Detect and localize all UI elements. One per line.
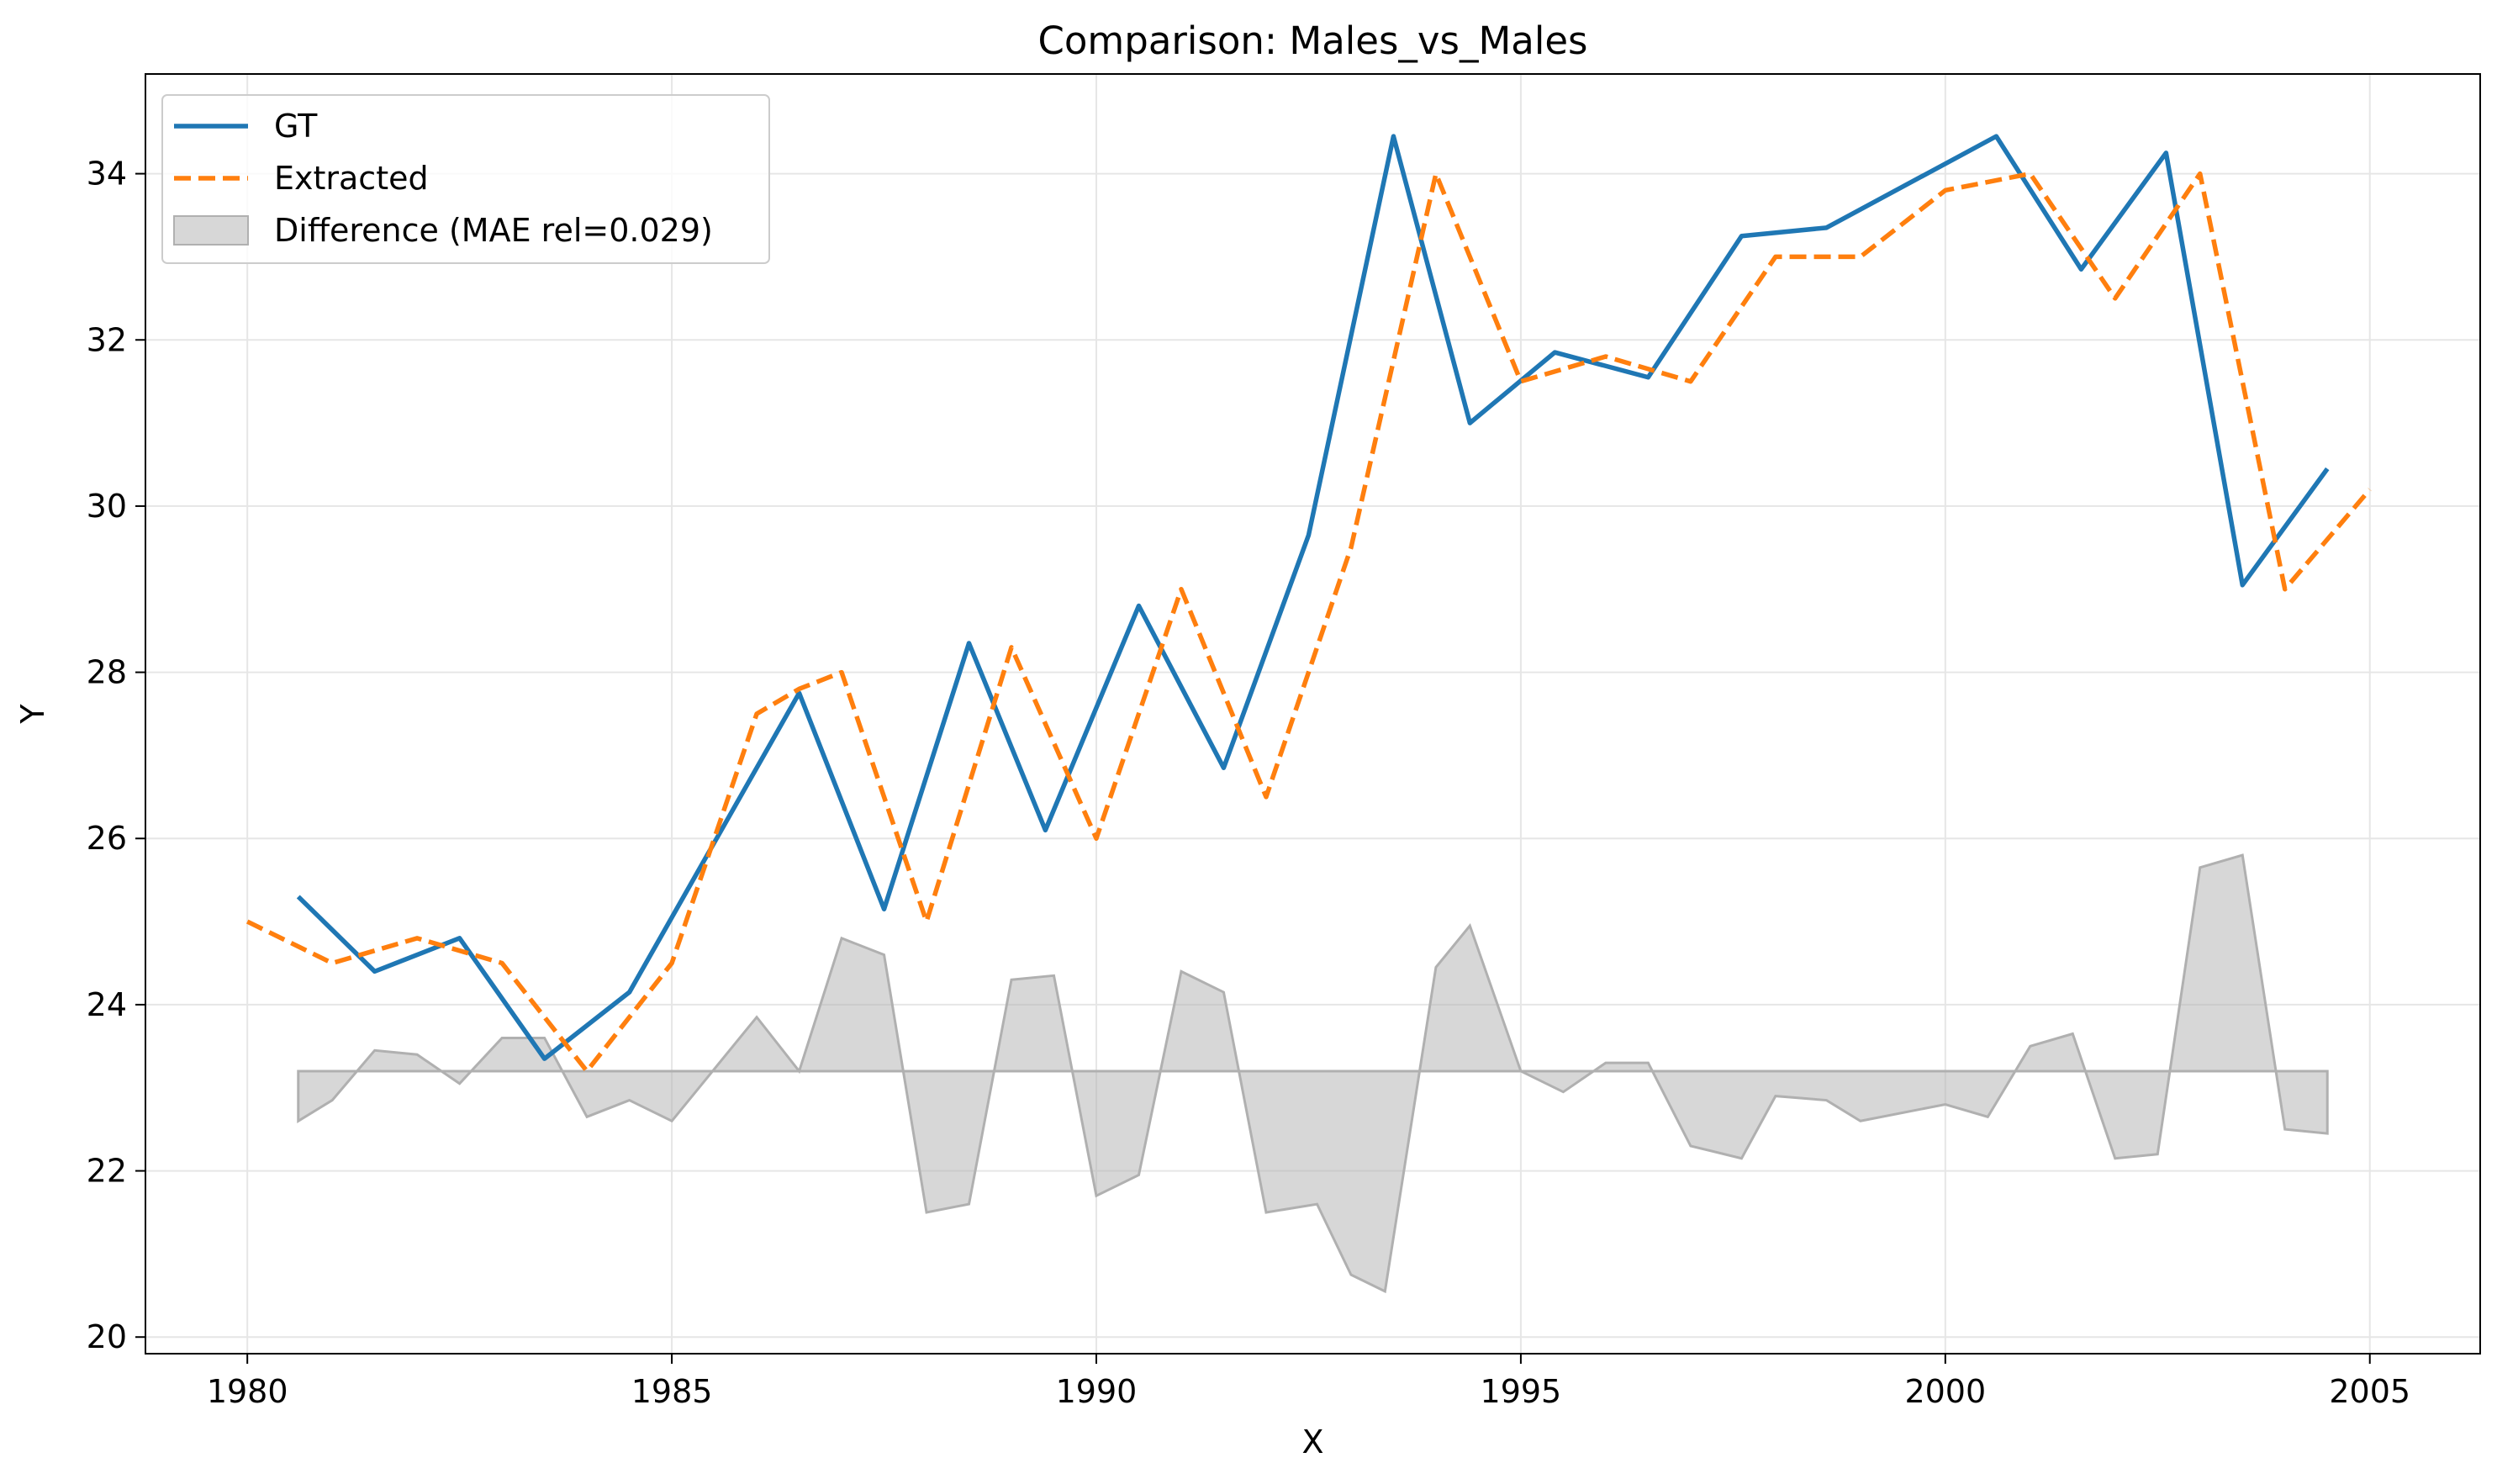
y-tick-label: 30 (87, 488, 127, 525)
legend-label-extracted: Extracted (274, 160, 429, 197)
y-tick-label: 26 (87, 820, 127, 857)
x-tick-label: 1995 (1481, 1373, 1562, 1410)
x-tick-label: 1980 (207, 1373, 288, 1410)
legend-label-difference: Difference (MAE rel=0.029) (274, 212, 713, 249)
legend-label-gt: GT (274, 108, 318, 145)
x-tick-label: 2005 (2329, 1373, 2410, 1410)
plot-frame (145, 73, 2481, 1355)
difference-fill-layer (297, 853, 2329, 1294)
ticks-layer: 1980 1985 1990 1995 2000 2005 20 22 24 26 28 30 32 34 (87, 156, 2410, 1410)
y-tick-label: 20 (87, 1318, 127, 1355)
difference-area (297, 853, 2329, 1294)
legend: GT Extracted Difference (MAE rel=0.029) (161, 94, 770, 264)
chart-title: Comparison: Males_vs_Males (1037, 18, 1587, 63)
y-tick-label: 32 (87, 321, 127, 358)
x-tick-label: 1990 (1056, 1373, 1138, 1410)
y-tick-label: 34 (87, 156, 127, 193)
y-tick-label: 22 (87, 1153, 127, 1190)
x-tick-label: 1985 (631, 1373, 713, 1410)
x-tick-label: 2000 (1904, 1373, 1986, 1410)
x-axis-label: X (1301, 1423, 1323, 1460)
y-tick-label: 24 (87, 986, 127, 1023)
legend-box (161, 94, 770, 264)
y-axis-label: Y (14, 704, 51, 725)
series-line-extracted (245, 171, 2372, 1074)
lines-layer (245, 134, 2372, 1074)
series-line-gt (296, 134, 2330, 1061)
legend-swatch-difference (173, 215, 249, 246)
y-tick-label: 28 (87, 654, 127, 691)
